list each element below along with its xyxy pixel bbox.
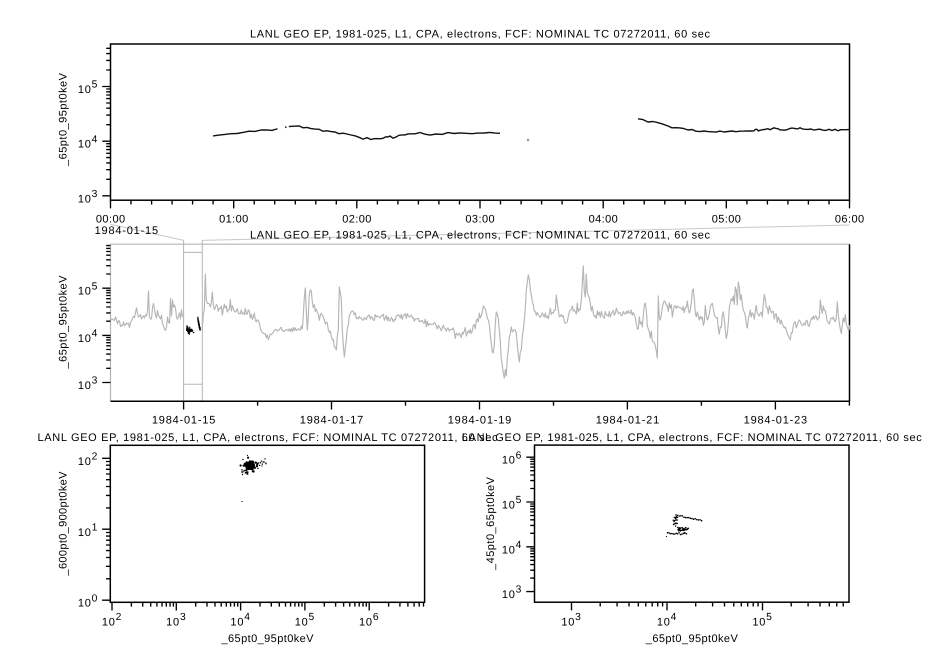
svg-text:00:00: 00:00 bbox=[96, 214, 125, 226]
svg-text:_65pt0_95pt0keV: _65pt0_95pt0keV bbox=[645, 633, 739, 645]
svg-text:03:00: 03:00 bbox=[465, 214, 494, 226]
svg-text:LANL GEO EP, 1981-025, L1, CPA: LANL GEO EP, 1981-025, L1, CPA, electron… bbox=[250, 28, 711, 40]
svg-text:1984-01-21: 1984-01-21 bbox=[596, 415, 660, 427]
svg-text:LANL GEO EP, 1981-025, L1, CPA: LANL GEO EP, 1981-025, L1, CPA, electron… bbox=[38, 432, 499, 444]
svg-text:1984-01-23: 1984-01-23 bbox=[744, 415, 808, 427]
svg-text:_65pt0_95pt0keV: _65pt0_95pt0keV bbox=[58, 275, 70, 370]
svg-text:02:00: 02:00 bbox=[342, 214, 371, 226]
svg-text:05:00: 05:00 bbox=[712, 214, 741, 226]
svg-text:_65pt0_95pt0keV: _65pt0_95pt0keV bbox=[58, 72, 70, 167]
svg-text:_600pt0_900pt0keV: _600pt0_900pt0keV bbox=[58, 471, 70, 577]
svg-text:LANL GEO EP, 1981-025, L1, CPA: LANL GEO EP, 1981-025, L1, CPA, electron… bbox=[250, 229, 711, 241]
svg-text:04:00: 04:00 bbox=[589, 214, 618, 226]
svg-text:1984-01-15: 1984-01-15 bbox=[152, 415, 216, 427]
svg-text:LANL GEO EP, 1981-025, L1, CPA: LANL GEO EP, 1981-025, L1, CPA, electron… bbox=[462, 432, 922, 444]
svg-text:_45pt0_65pt0keV: _45pt0_65pt0keV bbox=[485, 476, 497, 571]
svg-text:1984-01-19: 1984-01-19 bbox=[448, 415, 512, 427]
svg-text:1984-01-15: 1984-01-15 bbox=[95, 225, 159, 237]
svg-text:_65pt0_95pt0keV: _65pt0_95pt0keV bbox=[221, 633, 315, 645]
svg-text:06:00: 06:00 bbox=[835, 214, 864, 226]
svg-text:01:00: 01:00 bbox=[219, 214, 248, 226]
svg-text:1984-01-17: 1984-01-17 bbox=[300, 415, 364, 427]
